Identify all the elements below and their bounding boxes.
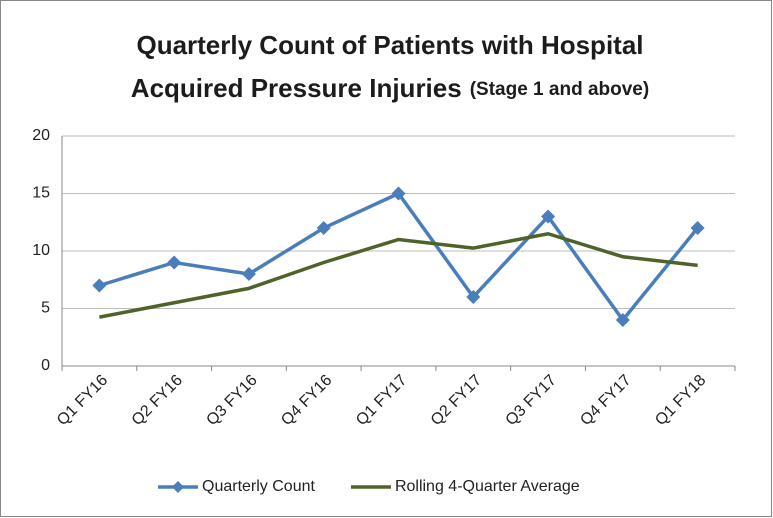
chart-title-line: Acquired Pressure Injuries <box>131 73 462 103</box>
data-point <box>615 313 630 327</box>
data-point <box>167 255 182 270</box>
data-point <box>690 221 705 235</box>
chart-subtitle: (Stage 1 and above) <box>470 79 650 100</box>
y-tick-label: 5 <box>41 300 50 317</box>
legend-label: Rolling 4-Quarter Average <box>395 478 580 495</box>
chart-title: Acquired Pressure Injuries (Stage 1 and a… <box>131 73 649 103</box>
y-tick-label: 20 <box>32 127 50 144</box>
data-point <box>541 209 556 224</box>
data-point <box>466 290 481 304</box>
y-tick-label: 0 <box>41 357 50 374</box>
legend-label: Quarterly Count <box>202 478 315 495</box>
data-point <box>316 221 331 235</box>
y-tick-label: 15 <box>32 185 50 202</box>
chart-title: Quarterly Count of Patients with Hospita… <box>136 30 643 60</box>
y-tick-label: 10 <box>32 242 50 259</box>
data-point <box>241 267 256 281</box>
legend-marker <box>172 481 184 493</box>
data-point <box>391 186 406 201</box>
series-line <box>99 231 698 319</box>
data-point <box>92 278 107 293</box>
